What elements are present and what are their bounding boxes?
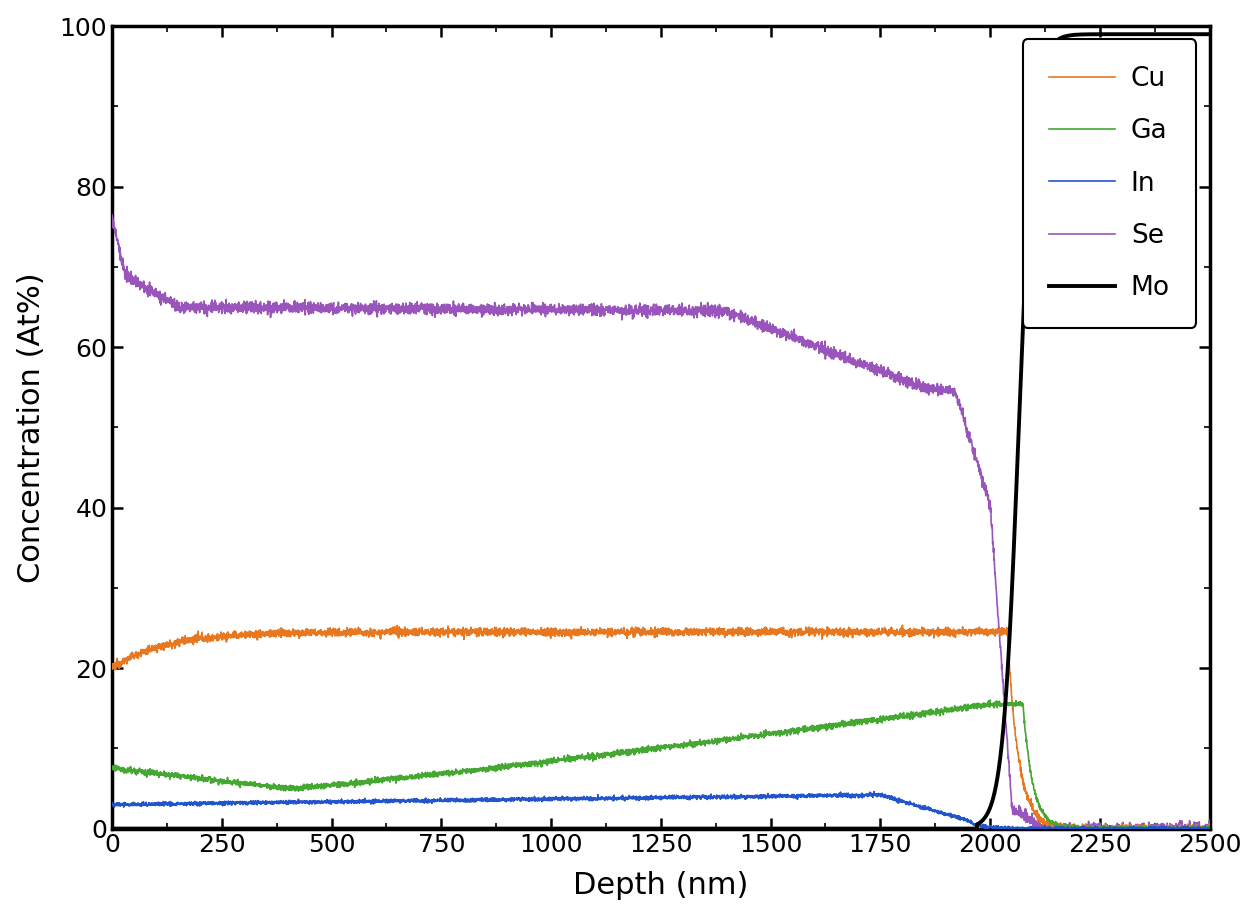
Cu xyxy=(304,630,320,641)
Cu xyxy=(1008,724,1023,735)
Line: Ga: Ga xyxy=(112,700,1210,829)
Cu xyxy=(818,625,833,636)
Mo xyxy=(818,823,833,834)
Se xyxy=(923,386,938,397)
Cu xyxy=(762,625,777,636)
Ga xyxy=(104,762,120,773)
Line: Se: Se xyxy=(112,215,1210,829)
Cu xyxy=(894,620,910,631)
Ga xyxy=(762,729,777,740)
In xyxy=(762,791,777,802)
Ga xyxy=(982,694,998,705)
Ga xyxy=(304,779,320,790)
Line: In: In xyxy=(112,791,1210,829)
Mo xyxy=(304,823,320,834)
Mo xyxy=(104,823,120,834)
In xyxy=(923,804,938,815)
Mo xyxy=(923,823,938,834)
Cu xyxy=(1042,823,1057,834)
Mo xyxy=(523,823,538,834)
Se xyxy=(104,209,120,220)
In xyxy=(304,798,320,809)
In xyxy=(980,823,995,834)
Ga xyxy=(1054,823,1069,834)
Cu xyxy=(104,663,120,674)
Y-axis label: Concentration (At%): Concentration (At%) xyxy=(16,272,45,582)
In xyxy=(1008,823,1023,834)
In xyxy=(523,792,538,803)
X-axis label: Depth (nm): Depth (nm) xyxy=(574,871,749,900)
Ga xyxy=(523,761,538,772)
Se xyxy=(762,322,777,333)
In xyxy=(818,790,833,801)
Ga xyxy=(818,724,833,735)
Mo xyxy=(1203,28,1218,39)
Cu xyxy=(1203,823,1218,834)
Ga xyxy=(923,703,938,714)
Se xyxy=(1203,815,1218,826)
In xyxy=(1203,823,1218,834)
Ga xyxy=(1008,700,1023,711)
Se xyxy=(818,347,833,358)
Se xyxy=(1006,805,1021,816)
Se xyxy=(1030,823,1045,834)
Se xyxy=(304,304,320,315)
Mo xyxy=(1006,529,1021,540)
Line: Cu: Cu xyxy=(112,625,1210,829)
In xyxy=(104,797,120,808)
Ga xyxy=(1203,823,1218,834)
Se xyxy=(523,304,538,315)
Line: Mo: Mo xyxy=(112,34,1210,829)
Cu xyxy=(923,628,938,639)
Mo xyxy=(762,823,777,834)
Legend: Cu, Ga, In, Se, Mo: Cu, Ga, In, Se, Mo xyxy=(1023,39,1196,327)
In xyxy=(867,786,882,797)
Cu xyxy=(523,627,538,638)
